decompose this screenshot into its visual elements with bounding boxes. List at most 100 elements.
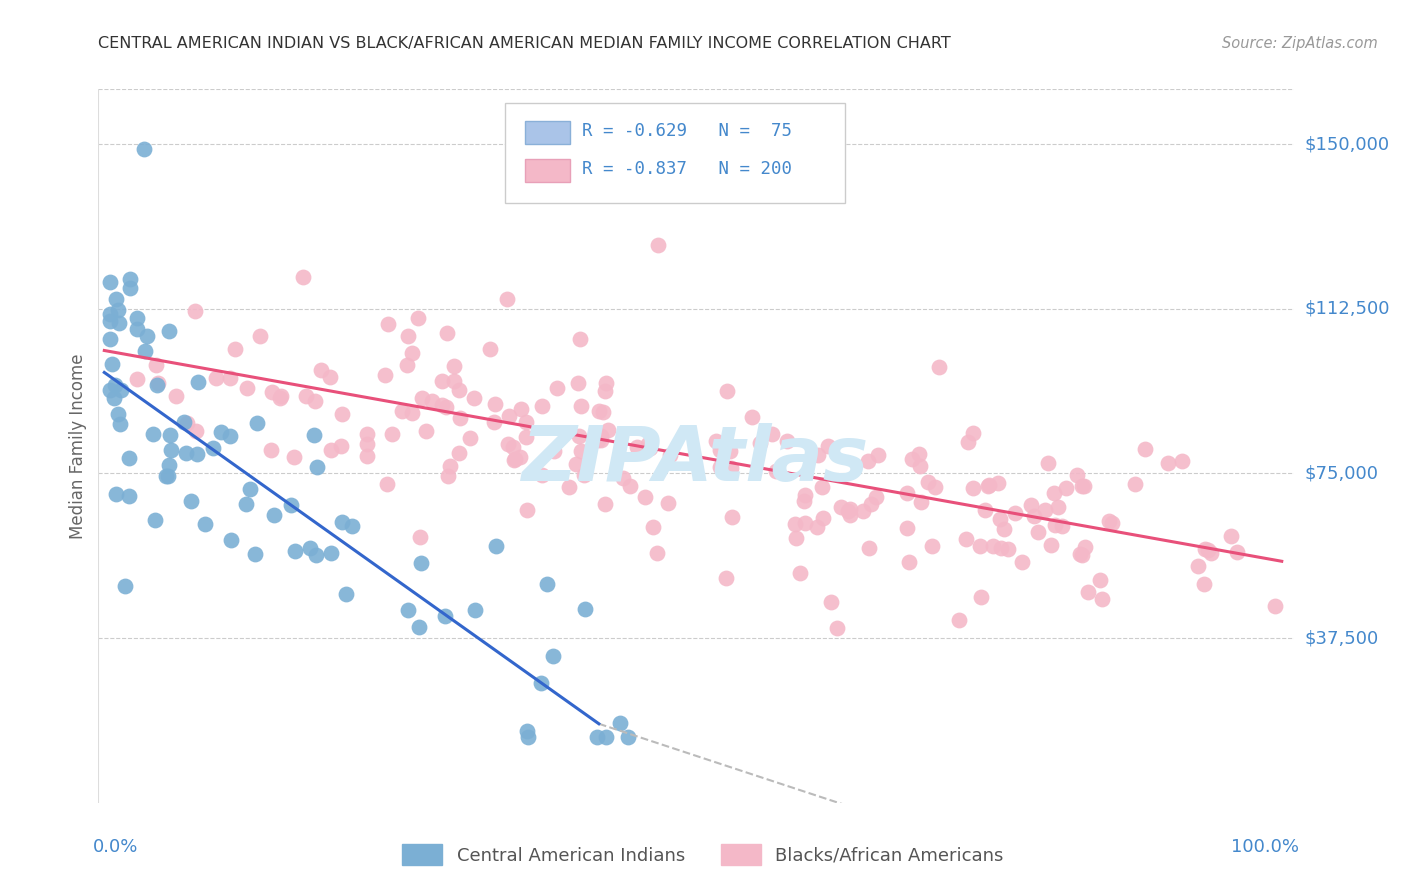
Point	[517, 730, 540, 744]
Point	[146, 377, 169, 392]
Point	[785, 516, 807, 531]
Legend: Central American Indians, Blacks/African Americans: Central American Indians, Blacks/African…	[394, 835, 1012, 874]
Point	[443, 374, 465, 388]
Point	[479, 342, 502, 356]
Text: Source: ZipAtlas.com: Source: ZipAtlas.com	[1222, 36, 1378, 51]
Point	[516, 503, 538, 517]
Point	[1226, 544, 1249, 558]
Point	[165, 389, 187, 403]
Point	[956, 435, 979, 450]
Point	[100, 358, 122, 372]
Point	[973, 503, 995, 517]
Point	[817, 439, 839, 453]
Point	[1264, 599, 1286, 614]
Point	[718, 444, 741, 458]
Point	[108, 417, 131, 431]
Point	[637, 437, 659, 451]
Point	[588, 404, 610, 418]
Point	[263, 508, 285, 522]
Bar	[524, 121, 571, 145]
Point	[184, 424, 207, 438]
Point	[1171, 453, 1194, 467]
Point	[1071, 479, 1094, 493]
Point	[558, 480, 581, 494]
Point	[340, 519, 363, 533]
Point	[503, 451, 526, 466]
Point	[408, 620, 430, 634]
Point	[374, 368, 396, 383]
Point	[436, 326, 458, 341]
Point	[356, 437, 378, 451]
Point	[484, 415, 506, 429]
Point	[1074, 540, 1097, 554]
Point	[408, 310, 430, 325]
Point	[785, 531, 807, 545]
Point	[159, 428, 181, 442]
Point	[305, 549, 328, 563]
Point	[498, 437, 520, 451]
Point	[1022, 509, 1045, 524]
Point	[531, 468, 554, 483]
Point	[592, 405, 614, 419]
Point	[356, 449, 378, 463]
Point	[1039, 538, 1062, 552]
Point	[291, 270, 314, 285]
Point	[156, 469, 179, 483]
Point	[415, 425, 437, 439]
Point	[270, 389, 292, 403]
Point	[1088, 573, 1111, 587]
Point	[1004, 506, 1026, 520]
Point	[432, 398, 454, 412]
Point	[612, 471, 634, 485]
Point	[647, 238, 669, 252]
Point	[595, 730, 617, 744]
Point	[409, 530, 432, 544]
Point	[593, 384, 616, 399]
Point	[134, 344, 156, 359]
Point	[1220, 528, 1243, 542]
Point	[143, 513, 166, 527]
Point	[321, 546, 343, 560]
Point	[792, 494, 814, 508]
Point	[498, 409, 520, 424]
Point	[432, 374, 454, 388]
Point	[155, 469, 177, 483]
Point	[173, 415, 195, 429]
Point	[157, 324, 180, 338]
Point	[793, 488, 815, 502]
Point	[896, 520, 918, 534]
Point	[118, 489, 141, 503]
Point	[1157, 456, 1180, 470]
Point	[118, 281, 141, 295]
Point	[114, 579, 136, 593]
Point	[1194, 541, 1216, 556]
Point	[536, 576, 558, 591]
Point	[709, 460, 731, 475]
Point	[1054, 481, 1077, 495]
Point	[176, 416, 198, 430]
Point	[1077, 584, 1099, 599]
Text: 0.0%: 0.0%	[93, 838, 138, 856]
Point	[1069, 547, 1091, 561]
Point	[596, 423, 619, 437]
Point	[921, 539, 943, 553]
Text: $112,500: $112,500	[1305, 300, 1391, 318]
Point	[335, 586, 357, 600]
Point	[401, 406, 423, 420]
Point	[1197, 543, 1219, 558]
Point	[567, 376, 589, 391]
Point	[218, 371, 240, 385]
Point	[811, 511, 834, 525]
Point	[311, 363, 333, 377]
Point	[866, 448, 889, 462]
Point	[749, 436, 772, 450]
Text: $75,000: $75,000	[1305, 465, 1379, 483]
Point	[987, 476, 1010, 491]
Point	[330, 407, 353, 421]
Point	[260, 443, 283, 458]
Point	[136, 328, 159, 343]
Point	[377, 317, 399, 331]
Point	[381, 427, 404, 442]
Point	[409, 557, 432, 571]
Point	[852, 504, 875, 518]
